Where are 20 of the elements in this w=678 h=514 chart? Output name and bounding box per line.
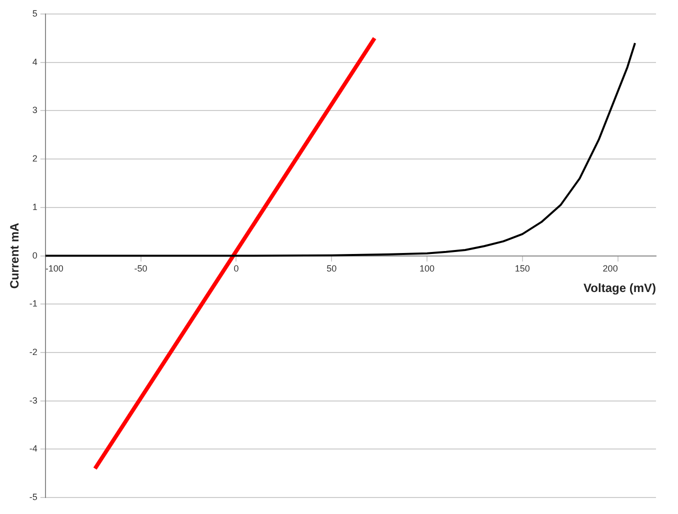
x-tick-label: 50 (326, 264, 337, 274)
y-tick-label: 5 (32, 8, 38, 18)
x-tick-label: -100 (45, 264, 64, 274)
y-tick-label: 3 (32, 105, 38, 116)
y-axis-title: Current mA (8, 222, 22, 289)
y-tick-label: -2 (29, 347, 38, 358)
y-tick-label: 1 (32, 202, 38, 212)
x-tick-label: -50 (134, 264, 148, 274)
y-tick-label: -3 (29, 395, 38, 406)
x-tick-label: 150 (514, 264, 530, 274)
y-tick-label: -1 (29, 298, 38, 309)
x-tick-label: 0 (234, 264, 239, 274)
x-tick-label: 100 (420, 264, 435, 274)
y-tick-label: 2 (32, 154, 38, 164)
y-tick-label: 0 (32, 250, 38, 260)
x-tick-label: 200 (602, 264, 618, 274)
x-axis-title: Voltage (mV) (584, 281, 656, 296)
y-tick-label: -4 (29, 444, 38, 454)
y-tick-label: -5 (29, 492, 38, 502)
y-tick-label: 4 (32, 56, 38, 67)
